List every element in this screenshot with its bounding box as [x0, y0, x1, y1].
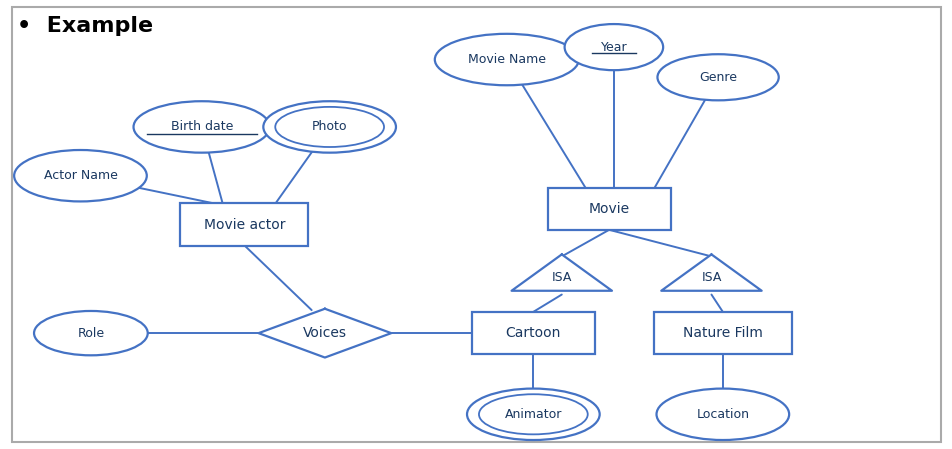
Text: ISA: ISA — [551, 271, 571, 284]
Text: Photo: Photo — [311, 120, 347, 133]
Text: Nature Film: Nature Film — [683, 326, 762, 340]
FancyBboxPatch shape — [180, 203, 308, 246]
Ellipse shape — [479, 394, 587, 434]
Polygon shape — [661, 255, 761, 291]
Ellipse shape — [14, 150, 147, 202]
Ellipse shape — [263, 101, 395, 153]
Text: Animator: Animator — [505, 408, 562, 421]
Polygon shape — [511, 255, 611, 291]
FancyBboxPatch shape — [471, 312, 594, 354]
Polygon shape — [258, 309, 391, 357]
Text: Birth date: Birth date — [170, 120, 232, 133]
Ellipse shape — [133, 101, 269, 153]
Text: Movie Name: Movie Name — [467, 53, 545, 66]
Ellipse shape — [434, 34, 578, 85]
Ellipse shape — [657, 54, 778, 100]
Ellipse shape — [656, 388, 788, 440]
Text: Role: Role — [77, 326, 105, 339]
Ellipse shape — [564, 24, 663, 70]
Ellipse shape — [275, 107, 384, 147]
Text: Location: Location — [696, 408, 748, 421]
Text: Movie actor: Movie actor — [204, 217, 285, 232]
Text: Year: Year — [600, 40, 626, 53]
Ellipse shape — [34, 311, 148, 355]
Text: Genre: Genre — [699, 71, 736, 84]
Text: Movie: Movie — [588, 202, 629, 216]
FancyBboxPatch shape — [653, 312, 791, 354]
Text: ISA: ISA — [701, 271, 721, 284]
Text: •  Example: • Example — [17, 16, 153, 36]
Text: Actor Name: Actor Name — [44, 169, 117, 182]
Ellipse shape — [466, 388, 599, 440]
Text: Voices: Voices — [303, 326, 347, 340]
FancyBboxPatch shape — [547, 188, 670, 230]
Text: Cartoon: Cartoon — [506, 326, 561, 340]
